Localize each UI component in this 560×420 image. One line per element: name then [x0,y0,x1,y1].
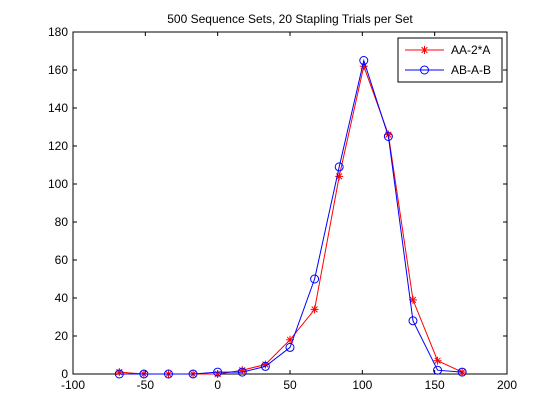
marker-circle [139,369,149,379]
marker-circle [213,367,223,377]
x-tick-label: 200 [497,378,517,392]
data-point-ab-a-b [188,369,198,379]
y-tick-label: 20 [55,329,69,343]
data-point-ab-a-b [457,367,467,377]
marker-circle [310,274,320,284]
marker-circle [237,367,247,377]
data-point-ab-a-b [139,369,149,379]
axes-box [72,31,508,375]
data-point-ab-a-b [310,274,320,284]
data-point-ab-a-b [285,342,295,352]
data-point-aa-2-a [213,370,222,378]
marker-circle [457,367,467,377]
y-tick-label: 0 [61,367,68,381]
marker-circle [285,342,295,352]
y-tick-label: 40 [55,291,69,305]
marker-circle [188,369,198,379]
marker-circle [163,369,173,379]
y-tick-label: 120 [48,139,68,153]
y-tick-label: 140 [48,101,68,115]
marker-circle [260,361,270,371]
data-point-ab-a-b [260,361,270,371]
marker-circle [408,316,418,326]
x-tick-label: 150 [425,378,445,392]
x-tick-label: 0 [214,378,221,392]
data-point-ab-a-b [163,369,173,379]
marker-star-stroke [409,296,417,304]
legend-marker-aa-2a [420,46,429,54]
y-tick-label: 80 [55,215,69,229]
legend-box [397,37,503,83]
marker-circle [114,369,124,379]
marker-circle [383,132,393,141]
legend-label-aa-2a: AA-2*A [451,43,490,57]
y-tick-label: 180 [48,25,68,39]
legend: AA-2*A AB-A-B [397,37,503,83]
marker-star-stroke [311,306,318,313]
data-point-aa-2-a [238,366,247,375]
x-tick-label: -50 [137,378,155,392]
x-tick-label: 50 [283,378,297,392]
x-tick-label: -100 [61,378,85,392]
marker-star-stroke [286,336,294,344]
y-tick-label: 100 [48,177,68,191]
data-point-ab-a-b [433,365,443,375]
chart-title: 500 Sequence Sets, 20 Stapling Trials pe… [167,12,413,26]
ticks-layer: -100 -50 0 50 100 150 200 0 20 40 60 80 100 120 140 160… [48,25,517,392]
data-point-ab-a-b [114,369,124,379]
marker-circle [359,56,369,65]
marker-star-stroke [421,46,428,54]
data-point-aa-2-a [310,305,319,314]
data-point-ab-a-b [383,132,393,141]
data-point-aa-2-a [115,368,124,377]
x-tick-label: 100 [352,378,372,392]
data-point-ab-a-b [359,56,369,65]
marker-star-stroke [434,357,441,364]
data-point-ab-a-b [237,367,247,377]
data-point-ab-a-b [408,316,418,326]
legend-marker-ab-a-b [420,65,429,75]
series-layer [114,56,467,379]
marker-circle [334,162,344,172]
marker-circle [420,65,429,75]
y-tick-label: 160 [48,63,68,77]
marker-star-stroke [335,173,343,180]
marker-circle [433,365,443,375]
series-line-ab-a-b [119,58,463,375]
data-point-ab-a-b [213,367,223,377]
legend-label-ab-a-b: AB-A-B [451,63,491,77]
data-point-aa-2-a [433,356,442,365]
y-tick-label: 60 [55,253,69,267]
data-point-ab-a-b [334,162,344,172]
